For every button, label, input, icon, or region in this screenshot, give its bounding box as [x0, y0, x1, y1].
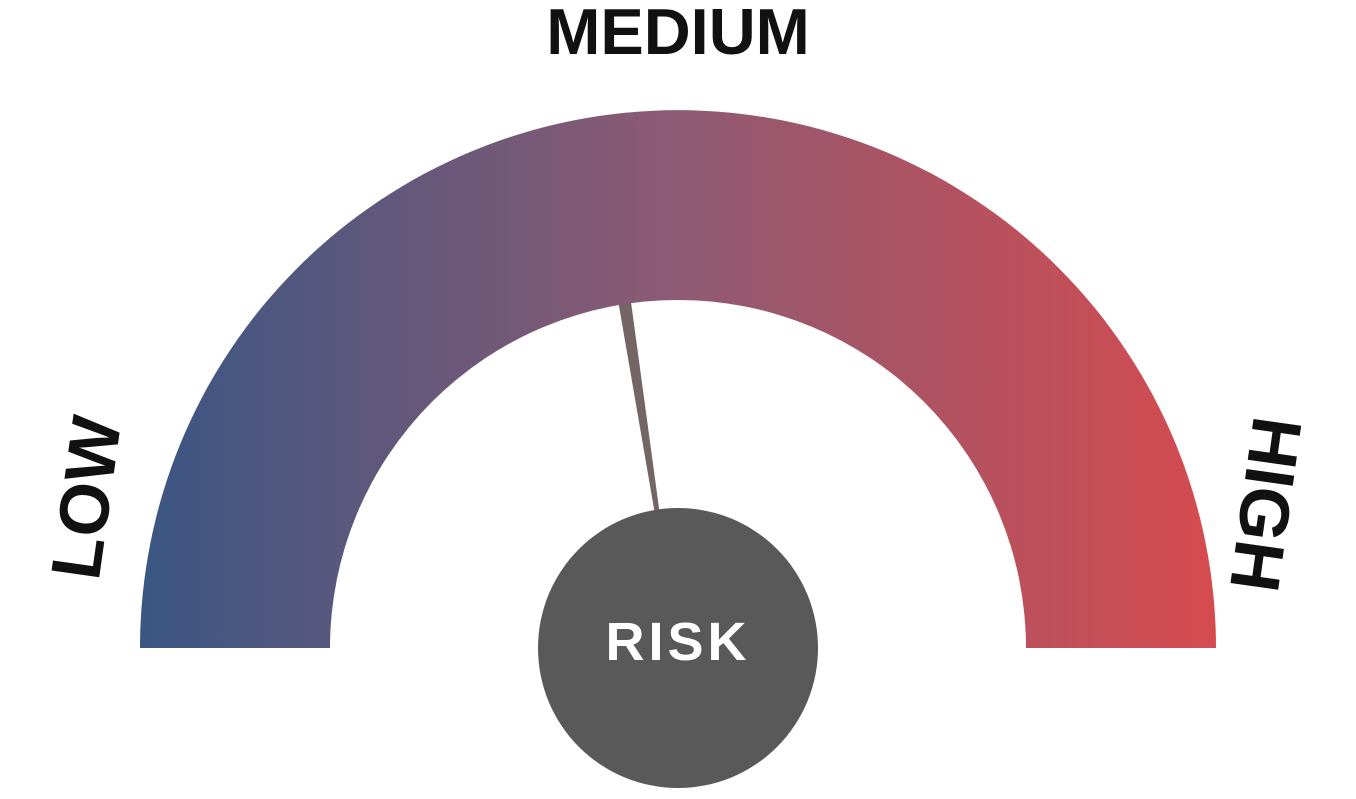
svg-text:LOW: LOW [36, 411, 136, 584]
svg-text:MEDIUM: MEDIUM [546, 0, 810, 68]
svg-text:RISK: RISK [605, 612, 750, 672]
svg-text:HIGH: HIGH [1215, 412, 1317, 596]
